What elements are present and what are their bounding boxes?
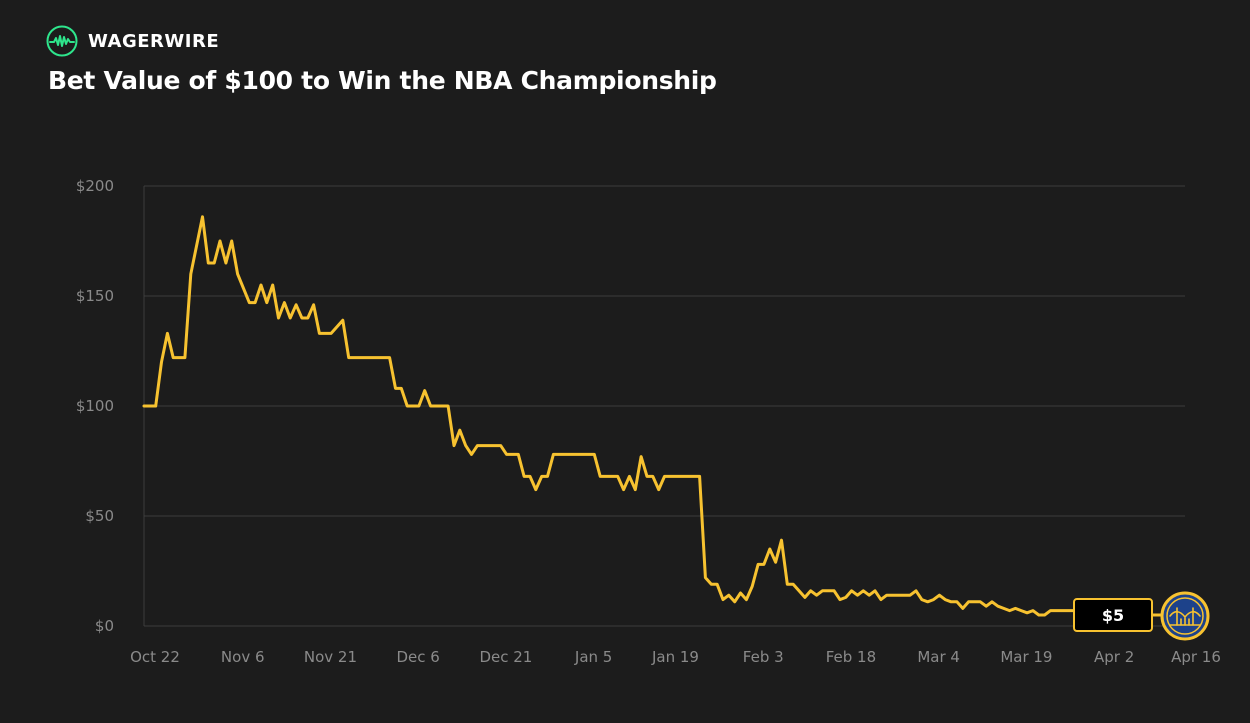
x-tick-label: Apr 2 (1094, 648, 1134, 666)
series-line (142, 215, 1187, 617)
x-tick-label: Feb 18 (826, 648, 876, 666)
x-tick-label: Apr 16 (1171, 648, 1221, 666)
brand-name: WAGERWIRE (88, 30, 220, 52)
y-tick-label: $200 (76, 177, 114, 195)
y-tick-label: $150 (76, 287, 114, 305)
x-tick-label: Nov 21 (304, 648, 357, 666)
current-value-badge: $5 (1073, 598, 1153, 632)
x-tick-label: Oct 22 (130, 648, 180, 666)
y-tick-label: $0 (95, 617, 114, 635)
x-tick-label: Mar 4 (917, 648, 960, 666)
y-tick-label: $100 (76, 397, 114, 415)
golden-state-warriors-logo-icon (1160, 591, 1210, 641)
x-tick-label: Mar 19 (1000, 648, 1052, 666)
x-tick-label: Dec 21 (479, 648, 532, 666)
x-tick-label: Feb 3 (743, 648, 784, 666)
x-tick-label: Jan 5 (574, 648, 612, 666)
chart-title: Bet Value of $100 to Win the NBA Champio… (48, 66, 717, 95)
brand-header: WAGERWIRE (46, 24, 219, 58)
pulse-circle-icon (46, 25, 78, 57)
y-tick-label: $50 (85, 507, 114, 525)
x-tick-label: Jan 19 (651, 648, 699, 666)
x-tick-label: Nov 6 (221, 648, 265, 666)
x-tick-label: Dec 6 (397, 648, 440, 666)
